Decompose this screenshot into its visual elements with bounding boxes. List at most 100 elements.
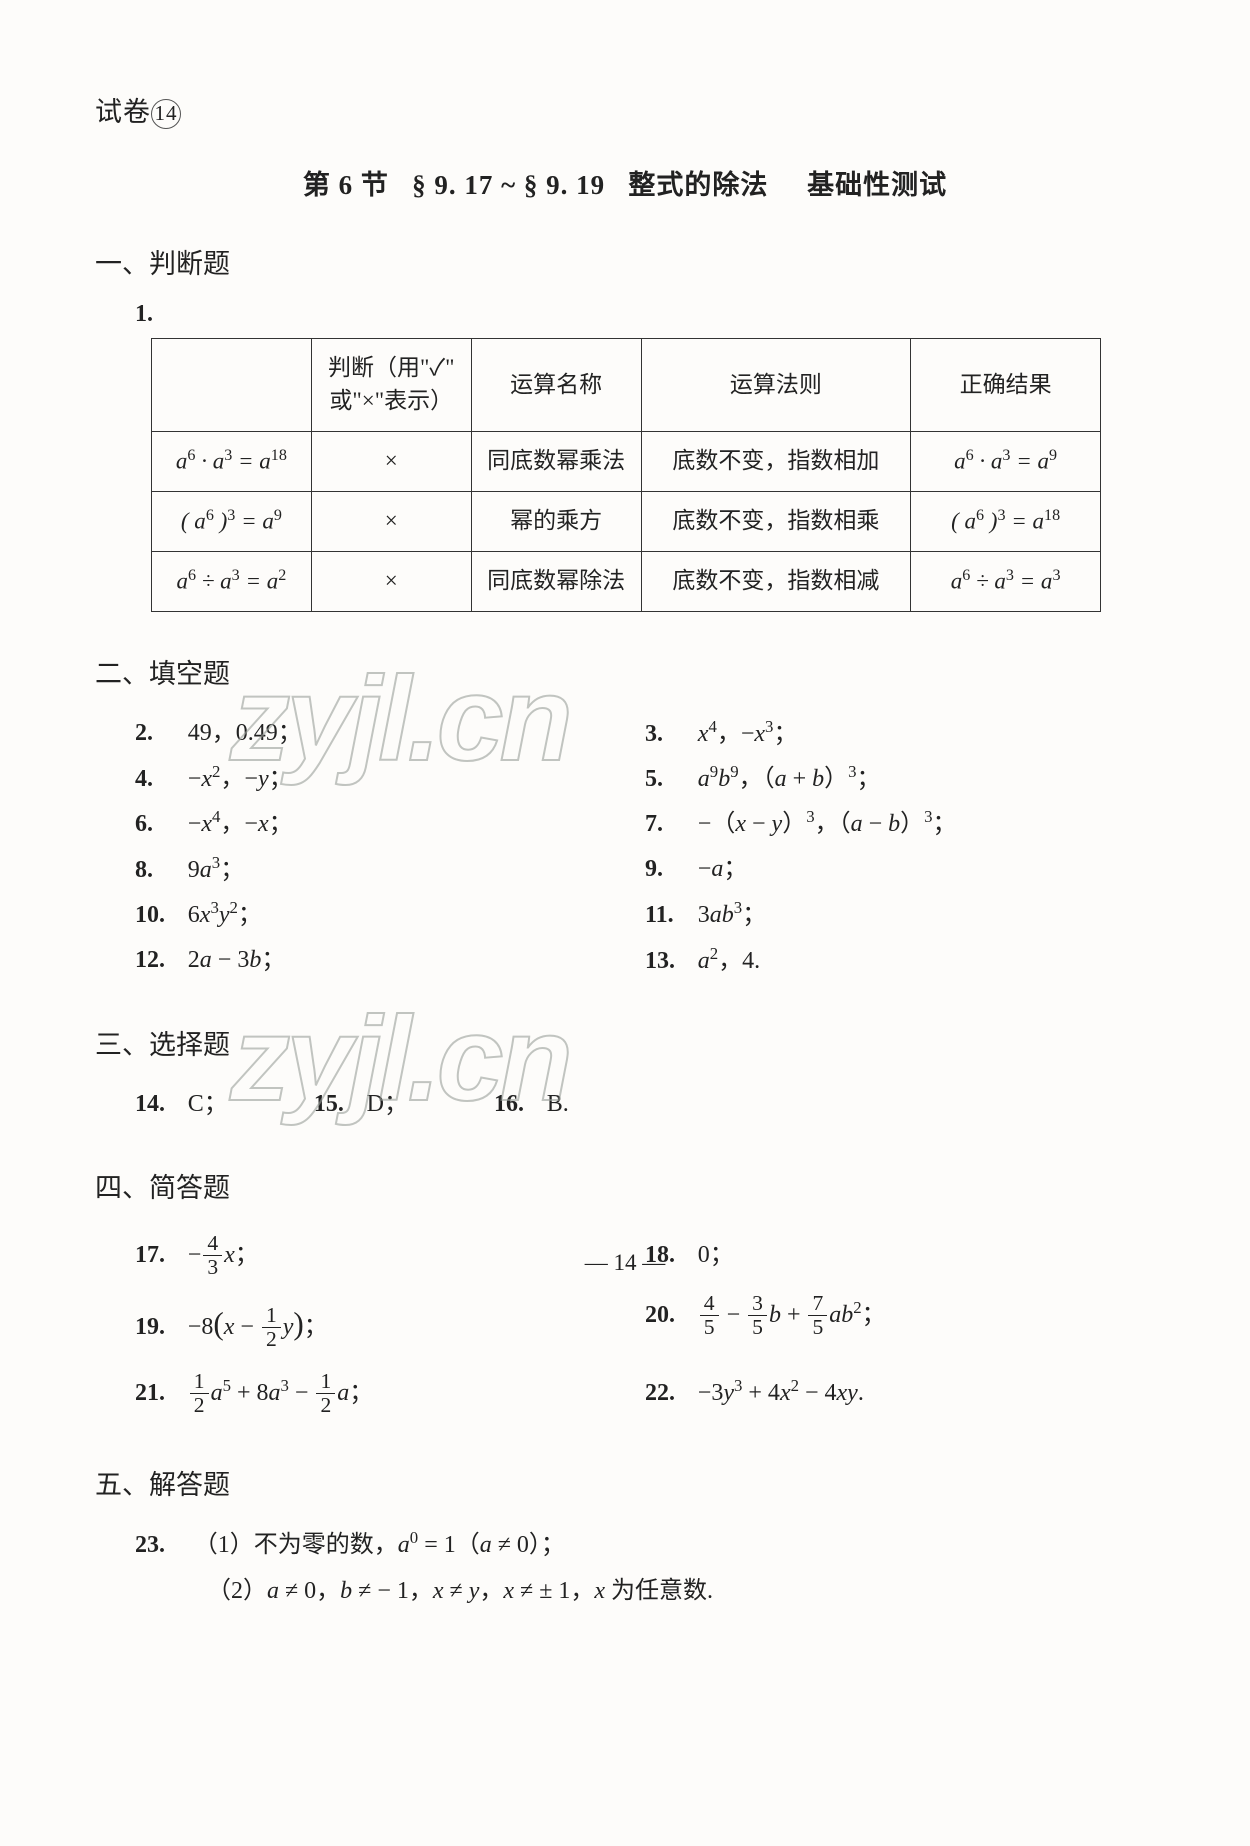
- ans-num: 8.: [135, 848, 188, 892]
- cell-expr: a6 ÷ a3 = a2: [152, 551, 312, 611]
- ans-text: D；: [367, 1091, 408, 1117]
- th-2-line2: 或"×"表示）: [329, 388, 453, 413]
- ans-text: 12a5 + 8a3 − 12a；: [188, 1380, 373, 1406]
- ans-20: 20.45 − 35b + 75ab2；: [645, 1285, 1155, 1363]
- section-1-heading: 一、判断题: [95, 242, 1155, 281]
- mc-answers: 14.C； 15.D； 16.B.: [135, 1082, 1155, 1126]
- cell-correct: a6 ÷ a3 = a3: [911, 551, 1101, 611]
- ans-num: 5.: [645, 757, 698, 801]
- ans-10: 10.6x3y2；: [135, 892, 645, 937]
- cell-rule: 底数不变，指数相减: [641, 551, 911, 611]
- ans-23-line2: （2）a ≠ 0，b ≠ − 1，x ≠ y，x ≠ ± 1，x 为任意数.: [207, 1569, 1155, 1615]
- table-row: a6 ÷ a3 = a2 × 同底数幂除法 底数不变，指数相减 a6 ÷ a3 …: [152, 551, 1101, 611]
- sheet-prefix: 试卷: [95, 97, 151, 127]
- sheet-label: 试卷14: [95, 90, 1155, 129]
- ans-9: 9.−a；: [645, 847, 1155, 892]
- ans-num: 10.: [135, 893, 188, 937]
- ans-23-line1: 23. （1）不为零的数，a0 = 1（a ≠ 0）；: [135, 1522, 1155, 1569]
- ans-text: −8(x − 12y)；: [188, 1314, 328, 1340]
- ans-text: C；: [188, 1091, 228, 1117]
- ans-num: 22.: [645, 1363, 698, 1423]
- ans-text: −3y3 + 4x2 − 4xy.: [698, 1380, 864, 1406]
- page-title: 第 6 节 § 9. 17 ~ § 9. 19 整式的除法 基础性测试: [95, 163, 1155, 202]
- ans-num: 21.: [135, 1363, 188, 1423]
- ans-text: a9b9，（a + b）3；: [698, 766, 881, 792]
- table-row: a6 · a3 = a18 × 同底数幂乘法 底数不变，指数相加 a6 · a3…: [152, 431, 1101, 491]
- ans-num: 16.: [494, 1082, 547, 1126]
- ans-7: 7.−（x − y）3，（a − b）3；: [645, 801, 1155, 846]
- section-5-heading: 五、解答题: [95, 1463, 1155, 1502]
- ans-21: 21.12a5 + 8a3 − 12a；: [135, 1363, 645, 1423]
- ans-13: 13.a2，4.: [645, 938, 1155, 983]
- ans-text: B.: [547, 1091, 569, 1117]
- title-level: 基础性测试: [807, 170, 947, 200]
- cell-mark: ×: [311, 491, 471, 551]
- ans-text: x4，−x3；: [698, 721, 798, 747]
- ans-19: 19.−8(x − 12y)；: [135, 1285, 645, 1363]
- ans-text: −x2，−y；: [188, 766, 293, 792]
- page: 试卷14 第 6 节 § 9. 17 ~ § 9. 19 整式的除法 基础性测试…: [0, 0, 1250, 1846]
- ans-num: 14.: [135, 1082, 188, 1126]
- ans-text: 3ab3；: [698, 902, 766, 928]
- cell-correct: ( a6 )3 = a18: [911, 491, 1101, 551]
- ans-4: 4.−x2，−y；: [135, 756, 645, 801]
- ans-num: 15.: [314, 1082, 367, 1126]
- ans-8: 8.9a3；: [135, 847, 645, 892]
- title-range: § 9. 17 ~ § 9. 19: [412, 170, 605, 200]
- page-number: — 14 —: [95, 1250, 1155, 1276]
- ans-num: 9.: [645, 847, 698, 891]
- sheet-number: 14: [151, 99, 181, 129]
- th-3: 运算名称: [471, 339, 641, 432]
- ans-num: 7.: [645, 802, 698, 846]
- th-1: [152, 339, 312, 432]
- ans-6: 6.−x4，−x；: [135, 801, 645, 846]
- ans-num: 3.: [645, 712, 698, 756]
- q1-table: 判断（用"✓" 或"×"表示） 运算名称 运算法则 正确结果 a6 · a3 =…: [151, 338, 1101, 612]
- cell-expr: a6 · a3 = a18: [152, 431, 312, 491]
- cell-correct: a6 · a3 = a9: [911, 431, 1101, 491]
- ans-num: 20.: [645, 1285, 698, 1345]
- ans-14: 14.C；: [135, 1082, 228, 1126]
- ans-text: 49，0.49；: [188, 720, 302, 746]
- ans-22: 22.−3y3 + 4x2 − 4xy.: [645, 1363, 1155, 1423]
- cell-expr: ( a6 )3 = a9: [152, 491, 312, 551]
- table-row: ( a6 )3 = a9 × 幂的乘方 底数不变，指数相乘 ( a6 )3 = …: [152, 491, 1101, 551]
- ans-num: 13.: [645, 939, 698, 983]
- ans-num: 19.: [135, 1297, 188, 1357]
- ans-text: 6x3y2；: [188, 902, 262, 928]
- ans-text: （2）a ≠ 0，b ≠ − 1，x ≠ y，x ≠ ± 1，x 为任意数.: [207, 1578, 713, 1604]
- th-2-line1: 判断（用"✓": [328, 355, 455, 380]
- section-2-heading: 二、填空题: [95, 652, 1155, 691]
- cell-name: 幂的乘方: [471, 491, 641, 551]
- cell-name: 同底数幂乘法: [471, 431, 641, 491]
- cell-rule: 底数不变，指数相加: [641, 431, 911, 491]
- solve-answers: 23. （1）不为零的数，a0 = 1（a ≠ 0）； （2）a ≠ 0，b ≠…: [135, 1522, 1155, 1614]
- th-4: 运算法则: [641, 339, 911, 432]
- ans-text: （1）不为零的数，a0 = 1（a ≠ 0）；: [194, 1532, 565, 1558]
- ans-text: a2，4.: [698, 948, 760, 974]
- ans-text: −a；: [698, 856, 748, 882]
- ans-text: 45 − 35b + 75ab2；: [698, 1302, 886, 1328]
- ans-num: 23.: [135, 1523, 188, 1569]
- ans-2: 2.49，0.49；: [135, 711, 645, 756]
- ans-5: 5.a9b9，（a + b）3；: [645, 756, 1155, 801]
- th-2: 判断（用"✓" 或"×"表示）: [311, 339, 471, 432]
- title-topic: 整式的除法: [628, 170, 768, 200]
- ans-text: 9a3；: [188, 857, 244, 883]
- ans-12: 12.2a − 3b；: [135, 938, 645, 983]
- q1-number: 1.: [135, 301, 1155, 328]
- table-header-row: 判断（用"✓" 或"×"表示） 运算名称 运算法则 正确结果: [152, 339, 1101, 432]
- ans-text: −（x − y）3，（a − b）3；: [698, 811, 957, 837]
- ans-text: 2a − 3b；: [188, 947, 286, 973]
- ans-num: 11.: [645, 893, 698, 937]
- ans-16: 16.B.: [494, 1082, 569, 1126]
- cell-mark: ×: [311, 551, 471, 611]
- section-3-heading: 三、选择题: [95, 1023, 1155, 1062]
- ans-text: −x4，−x；: [188, 811, 293, 837]
- ans-11: 11.3ab3；: [645, 892, 1155, 937]
- ans-num: 4.: [135, 757, 188, 801]
- ans-3: 3.x4，−x3；: [645, 711, 1155, 756]
- cell-rule: 底数不变，指数相乘: [641, 491, 911, 551]
- ans-num: 12.: [135, 938, 188, 982]
- th-5: 正确结果: [911, 339, 1101, 432]
